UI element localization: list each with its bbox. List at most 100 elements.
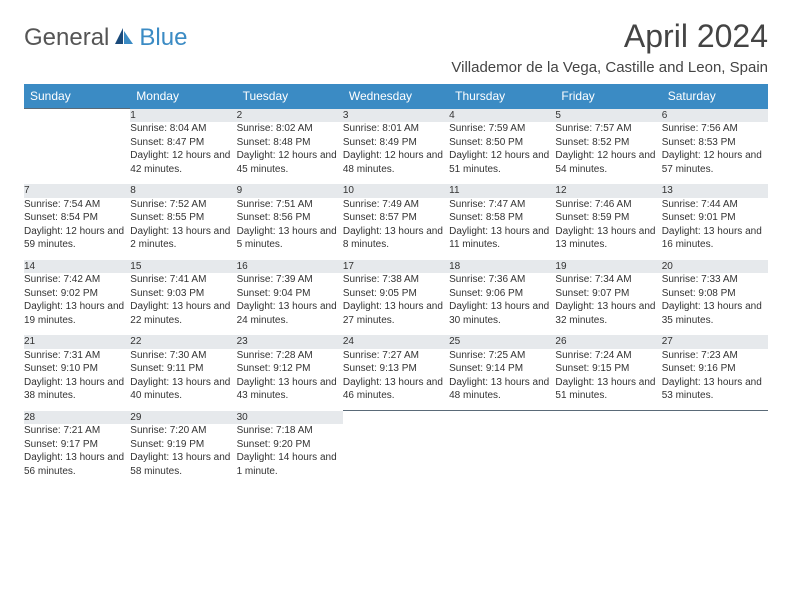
sunrise-line: Sunrise: 7:27 AM [343, 349, 449, 363]
day-number-cell: 1 [130, 109, 236, 123]
daylight-line: Daylight: 13 hours and 22 minutes. [130, 300, 236, 327]
sunrise-line: Sunrise: 7:18 AM [237, 424, 343, 438]
daylight-line: Daylight: 12 hours and 45 minutes. [237, 149, 343, 176]
day-info-cell: Sunrise: 7:56 AMSunset: 8:53 PMDaylight:… [662, 122, 768, 184]
day-info-cell: Sunrise: 7:46 AMSunset: 8:59 PMDaylight:… [555, 198, 661, 260]
sunset-line: Sunset: 9:14 PM [449, 362, 555, 376]
day-info-cell: Sunrise: 7:59 AMSunset: 8:50 PMDaylight:… [449, 122, 555, 184]
daylight-line: Daylight: 12 hours and 51 minutes. [449, 149, 555, 176]
logo-text-blue: Blue [139, 24, 187, 52]
sunset-line: Sunset: 8:50 PM [449, 136, 555, 150]
sunrise-line: Sunrise: 7:41 AM [130, 273, 236, 287]
sunset-line: Sunset: 8:58 PM [449, 211, 555, 225]
sunset-line: Sunset: 8:57 PM [343, 211, 449, 225]
daylight-line: Daylight: 13 hours and 8 minutes. [343, 225, 449, 252]
day-number-cell [343, 411, 449, 425]
day-number-cell: 6 [662, 109, 768, 123]
day-info-cell: Sunrise: 7:34 AMSunset: 9:07 PMDaylight:… [555, 273, 661, 335]
day-number-cell: 22 [130, 335, 236, 349]
sunrise-line: Sunrise: 7:39 AM [237, 273, 343, 287]
day-info-cell: Sunrise: 7:27 AMSunset: 9:13 PMDaylight:… [343, 349, 449, 411]
day-header: Monday [130, 84, 236, 109]
sunrise-line: Sunrise: 7:59 AM [449, 122, 555, 136]
day-header: Friday [555, 84, 661, 109]
logo-text-general: General [24, 24, 109, 52]
daylight-line: Daylight: 13 hours and 16 minutes. [662, 225, 768, 252]
sunrise-line: Sunrise: 7:56 AM [662, 122, 768, 136]
calendar-body: 123456Sunrise: 8:04 AMSunset: 8:47 PMDay… [24, 109, 768, 487]
daylight-line: Daylight: 13 hours and 56 minutes. [24, 451, 130, 478]
info-row: Sunrise: 7:21 AMSunset: 9:17 PMDaylight:… [24, 424, 768, 486]
daylight-line: Daylight: 13 hours and 2 minutes. [130, 225, 236, 252]
day-number-cell: 13 [662, 184, 768, 198]
daylight-line: Daylight: 13 hours and 46 minutes. [343, 376, 449, 403]
daylight-line: Daylight: 13 hours and 19 minutes. [24, 300, 130, 327]
sail-icon [113, 26, 135, 51]
day-info-cell: Sunrise: 7:20 AMSunset: 9:19 PMDaylight:… [130, 424, 236, 486]
sunset-line: Sunset: 8:55 PM [130, 211, 236, 225]
day-number-cell [24, 109, 130, 123]
day-number-cell: 24 [343, 335, 449, 349]
daynum-row: 123456 [24, 109, 768, 123]
day-number-cell: 14 [24, 260, 130, 274]
sunset-line: Sunset: 9:19 PM [130, 438, 236, 452]
sunset-line: Sunset: 9:05 PM [343, 287, 449, 301]
info-row: Sunrise: 8:04 AMSunset: 8:47 PMDaylight:… [24, 122, 768, 184]
sunrise-line: Sunrise: 7:25 AM [449, 349, 555, 363]
daylight-line: Daylight: 13 hours and 40 minutes. [130, 376, 236, 403]
day-info-cell: Sunrise: 7:51 AMSunset: 8:56 PMDaylight:… [237, 198, 343, 260]
sunset-line: Sunset: 8:54 PM [24, 211, 130, 225]
daylight-line: Daylight: 13 hours and 24 minutes. [237, 300, 343, 327]
daylight-line: Daylight: 13 hours and 48 minutes. [449, 376, 555, 403]
day-number-cell: 4 [449, 109, 555, 123]
daynum-row: 21222324252627 [24, 335, 768, 349]
daylight-line: Daylight: 14 hours and 1 minute. [237, 451, 343, 478]
day-info-cell: Sunrise: 7:25 AMSunset: 9:14 PMDaylight:… [449, 349, 555, 411]
day-info-cell: Sunrise: 7:30 AMSunset: 9:11 PMDaylight:… [130, 349, 236, 411]
day-info-cell: Sunrise: 7:42 AMSunset: 9:02 PMDaylight:… [24, 273, 130, 335]
info-row: Sunrise: 7:42 AMSunset: 9:02 PMDaylight:… [24, 273, 768, 335]
day-info-cell: Sunrise: 7:47 AMSunset: 8:58 PMDaylight:… [449, 198, 555, 260]
daylight-line: Daylight: 12 hours and 42 minutes. [130, 149, 236, 176]
sunset-line: Sunset: 8:59 PM [555, 211, 661, 225]
day-number-cell: 26 [555, 335, 661, 349]
daylight-line: Daylight: 13 hours and 51 minutes. [555, 376, 661, 403]
sunrise-line: Sunrise: 8:02 AM [237, 122, 343, 136]
calendar-head: SundayMondayTuesdayWednesdayThursdayFrid… [24, 84, 768, 109]
day-number-cell: 11 [449, 184, 555, 198]
day-header: Sunday [24, 84, 130, 109]
day-number-cell: 30 [237, 411, 343, 425]
day-info-cell: Sunrise: 7:24 AMSunset: 9:15 PMDaylight:… [555, 349, 661, 411]
day-info-cell [343, 424, 449, 486]
day-header: Wednesday [343, 84, 449, 109]
day-number-cell: 16 [237, 260, 343, 274]
sunrise-line: Sunrise: 8:04 AM [130, 122, 236, 136]
sunset-line: Sunset: 8:49 PM [343, 136, 449, 150]
sunrise-line: Sunrise: 7:21 AM [24, 424, 130, 438]
title-block: April 2024 Villademor de la Vega, Castil… [451, 18, 768, 76]
sunrise-line: Sunrise: 7:51 AM [237, 198, 343, 212]
sunrise-line: Sunrise: 7:44 AM [662, 198, 768, 212]
day-number-cell: 19 [555, 260, 661, 274]
sunset-line: Sunset: 9:12 PM [237, 362, 343, 376]
day-number-cell: 7 [24, 184, 130, 198]
sunset-line: Sunset: 9:13 PM [343, 362, 449, 376]
sunrise-line: Sunrise: 7:28 AM [237, 349, 343, 363]
daylight-line: Daylight: 13 hours and 5 minutes. [237, 225, 343, 252]
daylight-line: Daylight: 13 hours and 53 minutes. [662, 376, 768, 403]
day-info-cell: Sunrise: 7:31 AMSunset: 9:10 PMDaylight:… [24, 349, 130, 411]
daynum-row: 14151617181920 [24, 260, 768, 274]
day-info-cell: Sunrise: 7:52 AMSunset: 8:55 PMDaylight:… [130, 198, 236, 260]
day-number-cell: 20 [662, 260, 768, 274]
day-info-cell [662, 424, 768, 486]
sunrise-line: Sunrise: 7:38 AM [343, 273, 449, 287]
sunset-line: Sunset: 9:07 PM [555, 287, 661, 301]
day-info-cell: Sunrise: 7:49 AMSunset: 8:57 PMDaylight:… [343, 198, 449, 260]
day-number-cell: 17 [343, 260, 449, 274]
day-number-cell: 29 [130, 411, 236, 425]
sunrise-line: Sunrise: 7:57 AM [555, 122, 661, 136]
sunset-line: Sunset: 9:16 PM [662, 362, 768, 376]
info-row: Sunrise: 7:31 AMSunset: 9:10 PMDaylight:… [24, 349, 768, 411]
sunset-line: Sunset: 9:02 PM [24, 287, 130, 301]
day-info-cell [555, 424, 661, 486]
